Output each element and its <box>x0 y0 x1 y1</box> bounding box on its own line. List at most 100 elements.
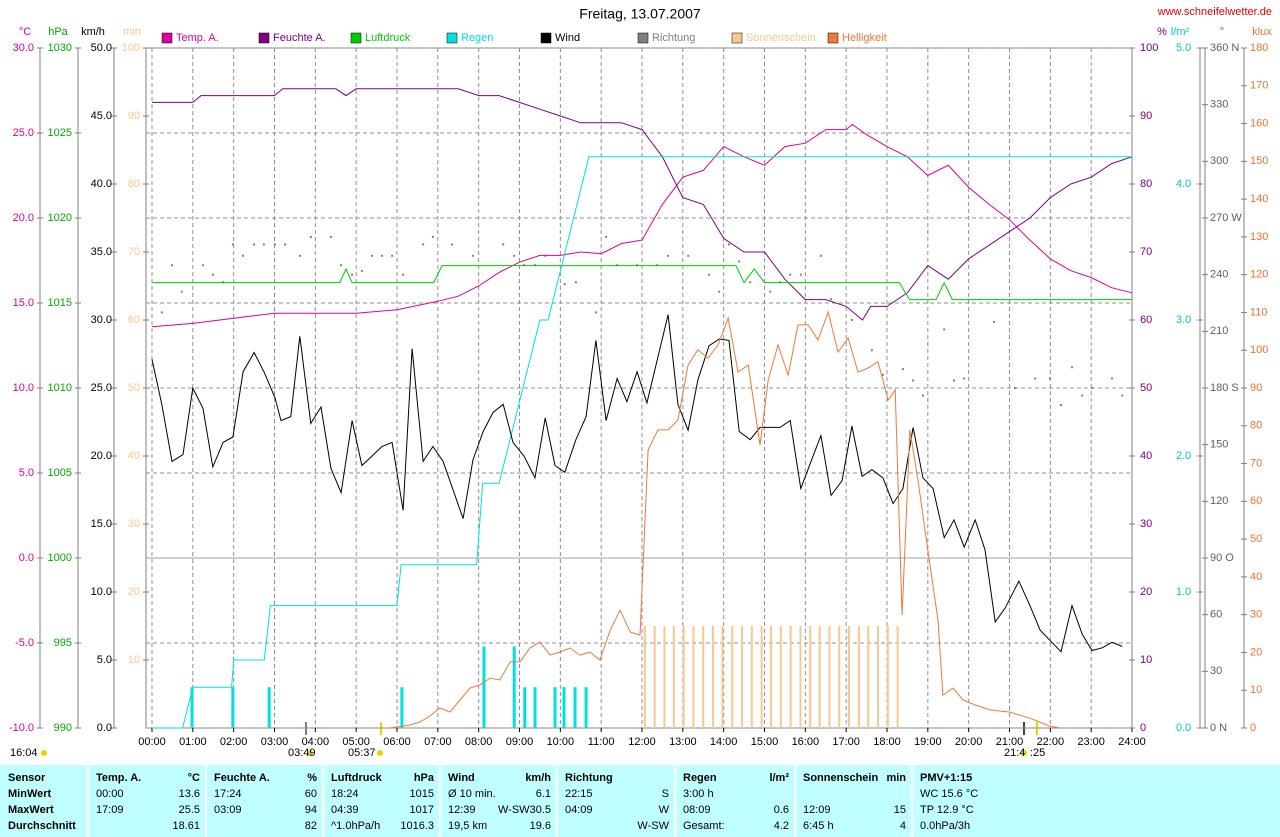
y-tick-label: 20.0 <box>13 212 34 224</box>
y-tick-label: 0 <box>1250 722 1256 734</box>
legend-label: Temp. A. <box>176 32 219 44</box>
direction-dot <box>1070 366 1073 369</box>
direction-dot <box>231 243 234 246</box>
y-tick-label: 25.0 <box>13 127 34 139</box>
table-cell: 18.61 <box>172 820 200 832</box>
sunshine-bar <box>672 626 675 728</box>
table-cell: Ø 10 min. <box>448 788 496 800</box>
rain-bar <box>190 687 194 728</box>
y-tick-label: 0.0 <box>1176 722 1191 734</box>
table-cell: PMV+1:15 <box>920 772 972 784</box>
direction-dot <box>242 254 245 257</box>
table-cell: 0.6 <box>774 804 789 816</box>
y-tick-label: 30 <box>1210 665 1222 677</box>
y-tick-label: 60 <box>1250 495 1262 507</box>
y-tick-label: 5.0 <box>97 654 112 666</box>
y-tick-label: 1.0 <box>1176 586 1191 598</box>
sunshine-bar <box>702 626 705 728</box>
y-tick-label: 0 <box>1140 722 1146 734</box>
y-tick-label: 15.0 <box>91 518 112 530</box>
direction-dot <box>513 254 516 257</box>
y-tick-label: 4.0 <box>1176 178 1191 190</box>
sunshine-bar <box>731 626 734 728</box>
x-tick-label: 17:00 <box>832 736 860 748</box>
x-tick-label: 12:00 <box>628 736 656 748</box>
y-tick-label: 20 <box>128 586 140 598</box>
x-tick-label: 16:00 <box>792 736 820 748</box>
x-tick-label: 08:00 <box>465 736 493 748</box>
direction-dot <box>912 379 915 382</box>
direction-dot <box>901 368 904 371</box>
sun-icon <box>377 750 383 756</box>
y-tick-label: 20.0 <box>91 450 112 462</box>
table-cell: hPa <box>414 772 435 784</box>
y-tick-label: 40 <box>1140 450 1152 462</box>
series-line <box>152 156 1132 729</box>
legend-label: Helligkeit <box>842 32 887 44</box>
y-tick-label: 1030 <box>48 42 72 54</box>
x-tick-label: 02:00 <box>220 736 248 748</box>
direction-dot <box>431 235 434 238</box>
sunshine-bar <box>838 626 841 728</box>
direction-dot <box>870 349 873 352</box>
direction-dot <box>687 254 690 257</box>
direction-dot <box>769 290 772 293</box>
table-cell: 08:09 <box>683 804 711 816</box>
direction-dot <box>563 283 566 286</box>
y-tick-label: 25.0 <box>91 382 112 394</box>
direction-dot <box>273 243 276 246</box>
x-tick-label: 01:00 <box>179 736 207 748</box>
table-cell: 04:39 <box>331 804 359 816</box>
sunshine-bar <box>770 626 773 728</box>
table-cell: 17:24 <box>214 788 242 800</box>
legend-swatch <box>540 32 552 44</box>
table-cell: Regen <box>683 772 717 784</box>
direction-dot <box>881 373 884 376</box>
legend-label: Wind <box>555 32 580 44</box>
rain-bar <box>400 687 404 728</box>
y-tick-label: 1005 <box>48 467 72 479</box>
x-tick-label: 03:00 <box>261 736 289 748</box>
y-tick-label: 35.0 <box>91 246 112 258</box>
direction-dot <box>667 254 670 257</box>
rain-bar <box>231 687 235 728</box>
direction-dot <box>749 281 752 284</box>
y-tick-label: 20 <box>1140 586 1152 598</box>
y-tick-label: 50.0 <box>91 42 112 54</box>
sun-icon <box>307 750 313 756</box>
table-cell: 4.2 <box>774 820 789 832</box>
table-cell: 03:09 <box>214 804 242 816</box>
legend-swatch <box>350 32 362 44</box>
y-tick-label: 50 <box>1250 533 1262 545</box>
y-tick-label: 0.0 <box>19 552 34 564</box>
y-tick-label: 2.0 <box>1176 450 1191 462</box>
table-cell: 4 <box>900 820 906 832</box>
table-cell: 00:00 <box>96 788 124 800</box>
direction-dot <box>211 273 214 276</box>
rain-bar <box>482 646 486 728</box>
x-tick-label: 13:00 <box>669 736 697 748</box>
direction-dot <box>574 281 577 284</box>
table-cell: W <box>659 804 670 816</box>
direction-dot <box>284 243 287 246</box>
y-tick-label: 20 <box>1250 646 1262 658</box>
table-cell: 1017 <box>410 804 434 816</box>
legend-label: Feuchte A. <box>273 32 326 44</box>
sunshine-bar <box>760 626 763 728</box>
y-tick-label: 70 <box>1140 246 1152 258</box>
x-tick-label: 21:00 <box>996 736 1024 748</box>
table-cell: 18:24 <box>331 788 359 800</box>
annotation: 03:49 <box>288 747 316 759</box>
direction-dot <box>309 235 312 238</box>
sunshine-bar <box>799 626 802 728</box>
direction-dot <box>952 379 955 382</box>
y-tick-label: 150 <box>1210 439 1228 451</box>
y-tick-label: 50 <box>1140 382 1152 394</box>
direction-dot <box>738 260 741 263</box>
sunshine-bar <box>809 626 812 728</box>
rain-bar <box>553 687 557 728</box>
y-tick-label: 110 <box>1250 306 1268 318</box>
y-tick-label: 90 <box>1250 382 1262 394</box>
table-cell: 94 <box>305 804 317 816</box>
sunshine-bar <box>877 626 880 728</box>
